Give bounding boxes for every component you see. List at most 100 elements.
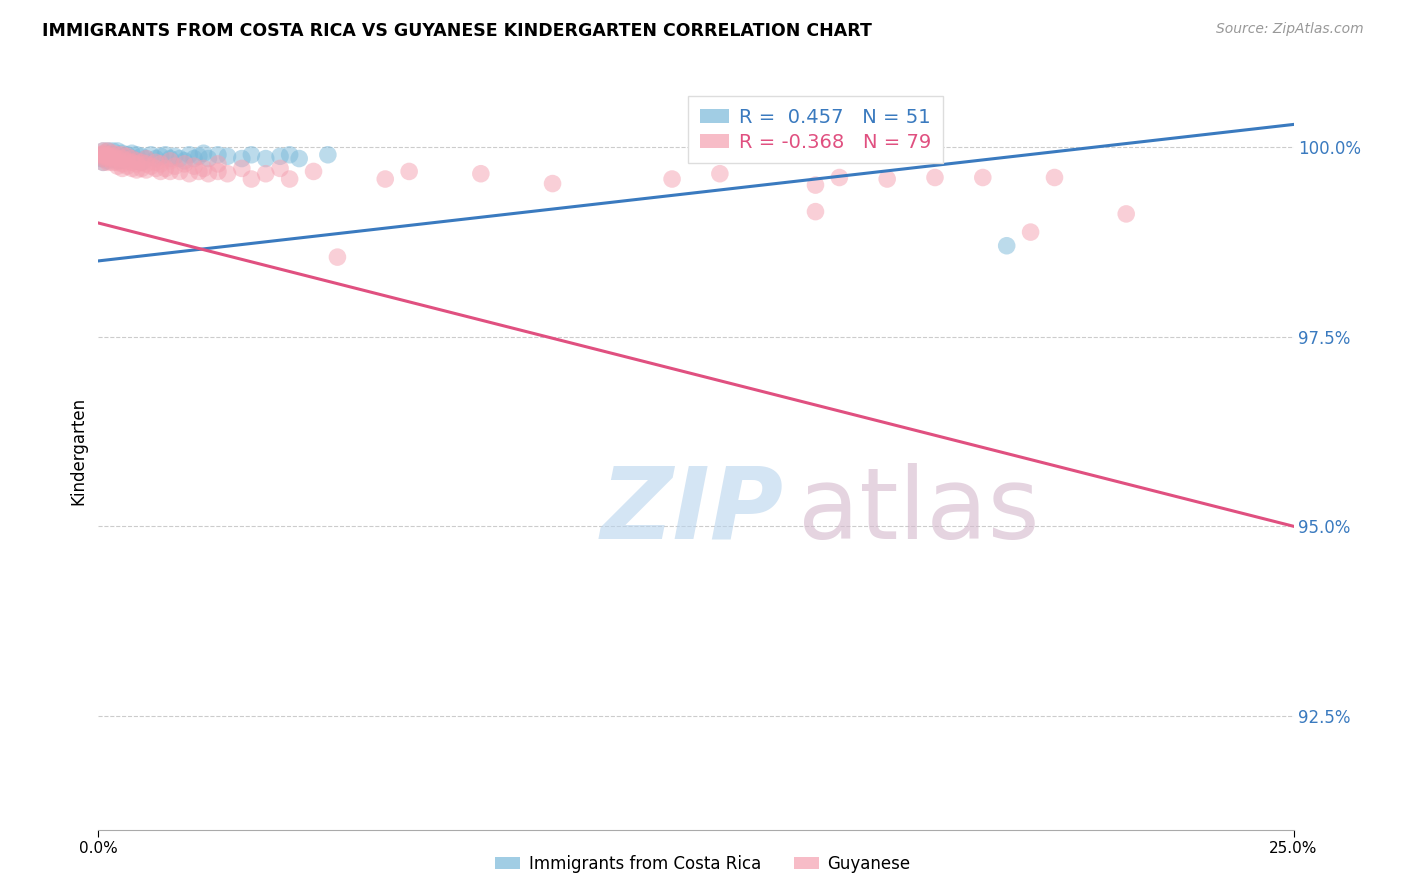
Point [207,148,229,162]
Point [326,250,349,264]
Point [828,170,851,185]
Point [804,178,827,193]
Point [470,167,492,181]
Point [155,161,177,176]
Point [107,148,129,162]
Point [240,172,263,186]
Point [302,164,325,178]
Point [91,152,114,166]
Point [217,167,239,181]
Point [121,152,143,166]
Legend: R =  0.457   N = 51, R = -0.368   N = 79: R = 0.457 N = 51, R = -0.368 N = 79 [689,96,942,163]
Point [101,148,124,162]
Point [197,152,219,166]
Point [254,152,277,166]
Point [145,161,167,176]
Point [131,155,153,169]
Point [924,170,946,185]
Point [125,153,148,168]
Point [111,157,134,171]
Point [240,148,263,162]
Point [115,152,138,166]
Point [187,164,209,178]
Point [91,149,114,163]
Point [111,161,134,176]
Point [91,148,114,162]
Point [661,172,683,186]
Point [139,159,162,173]
Point [91,149,114,163]
Point [1019,225,1042,239]
Point [121,152,143,166]
Point [111,152,134,166]
Point [269,161,291,176]
Point [90,152,112,166]
Point [179,148,201,162]
Point [145,155,167,169]
Point [316,148,339,162]
Point [155,148,177,162]
Point [995,239,1018,253]
Text: atlas: atlas [797,463,1039,559]
Point [125,153,148,168]
Point [115,153,138,168]
Point [131,149,153,163]
Point [91,144,114,158]
Point [139,148,162,162]
Point [278,148,301,162]
Point [115,148,138,162]
Point [91,146,114,161]
Point [115,159,138,173]
Point [97,144,120,158]
Point [101,144,124,158]
Point [159,153,181,168]
Point [97,144,120,158]
Point [97,152,120,166]
Point [107,155,129,169]
Point [101,152,124,166]
Point [125,163,148,178]
Point [111,148,134,162]
Point [1115,207,1137,221]
Point [876,172,898,186]
Point [398,164,420,178]
Point [193,161,215,176]
Point [107,152,129,166]
Point [231,161,253,176]
Text: ZIP: ZIP [600,463,783,559]
Point [131,161,153,176]
Point [135,152,157,166]
Point [121,161,143,176]
Point [169,152,191,166]
Point [163,159,186,173]
Text: Source: ZipAtlas.com: Source: ZipAtlas.com [1216,22,1364,37]
Point [187,149,209,163]
Point [121,146,143,161]
Point [709,167,731,181]
Point [972,170,994,185]
Point [183,159,205,173]
Point [173,157,195,171]
Point [91,152,114,166]
Point [97,152,120,166]
Point [101,149,124,163]
Point [145,152,167,166]
Point [111,146,134,161]
Point [149,149,172,163]
Point [135,163,157,178]
Point [97,149,120,163]
Point [135,157,157,171]
Point [269,149,291,163]
Point [173,153,195,168]
Point [278,172,301,186]
Point [91,155,114,169]
Point [107,144,129,158]
Text: IMMIGRANTS FROM COSTA RICA VS GUYANESE KINDERGARTEN CORRELATION CHART: IMMIGRANTS FROM COSTA RICA VS GUYANESE K… [42,22,872,40]
Point [197,167,219,181]
Point [159,164,181,178]
Point [207,157,229,171]
Point [217,149,239,163]
Point [288,152,311,166]
Point [374,172,396,186]
Point [97,148,120,162]
